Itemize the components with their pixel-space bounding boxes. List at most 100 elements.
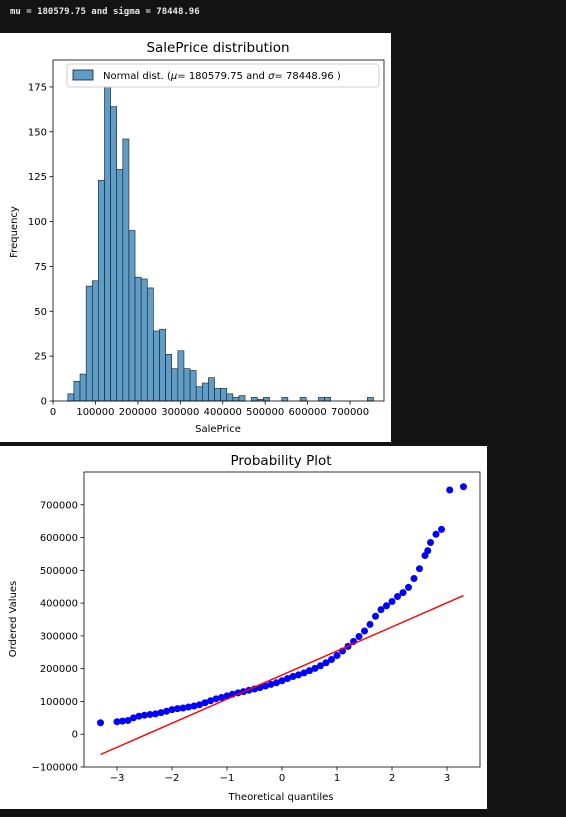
probability-plot-x-tick-label: 0 [279, 773, 285, 784]
probability-plot-chart-svg: Probability Plot Ordered Values Theoreti… [8, 453, 481, 803]
probability-plot-point [333, 652, 341, 660]
histogram-y-tick-label: 125 [28, 172, 47, 183]
histogram-axes: 0 100000 200000 300000 400000 500000 600000 700… [28, 59, 385, 418]
histogram-bar [208, 377, 215, 402]
probability-plot-point [446, 486, 454, 494]
histogram-bar [85, 285, 93, 402]
probability-plot-point [179, 704, 187, 712]
histogram-y-tick-label: 0 [41, 397, 47, 408]
probability-plot-point [405, 583, 412, 591]
legend-frame [66, 63, 380, 88]
histogram-chart-svg: SalePrice distribution Frequency SalePri… [9, 40, 385, 435]
histogram-bar [183, 368, 191, 402]
probability-plot-point [366, 620, 374, 628]
histogram-axes-frame [52, 59, 385, 402]
histogram-bar [250, 397, 258, 402]
histogram-bar [232, 397, 240, 402]
probability-plot-point [410, 575, 418, 583]
probability-plot-point [163, 707, 170, 715]
probability-plot-point [372, 612, 379, 620]
histogram-bar [195, 386, 203, 402]
probability-plot-point [119, 717, 126, 725]
probability-plot-point [190, 702, 198, 710]
histogram-bar [104, 79, 111, 402]
histogram-x-tick-label: 100000 [76, 407, 114, 418]
probability-plot-point [424, 547, 432, 555]
probability-plot-point [377, 606, 385, 614]
histogram-bar [238, 395, 246, 402]
console-output-line: mu = 180579.75 and sigma = 78448.96 [10, 7, 200, 17]
histogram-bar [98, 179, 105, 402]
histogram-bar [153, 330, 160, 402]
probability-plot-point [317, 662, 324, 670]
probability-plot-point [124, 716, 132, 724]
probability-plot-point [201, 699, 209, 707]
histogram-bar [281, 397, 289, 402]
histogram-x-tick-label: 0 [50, 407, 56, 418]
histogram-y-tick-label: 50 [34, 307, 47, 318]
probability-plot-x-tick-label: −2 [165, 773, 180, 784]
histogram-bar [110, 106, 118, 402]
probability-plot-point [383, 602, 390, 610]
probability-plot-point [113, 718, 121, 726]
probability-plot-fit-line [100, 594, 464, 756]
histogram-bar [128, 230, 136, 402]
probability-plot-point [174, 705, 181, 713]
probability-plot-y-tick-label: 500000 [40, 566, 78, 577]
histogram-bar [165, 354, 173, 402]
probability-plot-point [300, 669, 308, 677]
histogram-bar [220, 388, 228, 402]
probability-plot-y-axis-label: Ordered Values [8, 581, 19, 658]
probability-plot-point [135, 712, 143, 720]
histogram-bar [159, 328, 166, 402]
probability-plot-point [438, 525, 445, 533]
histogram-bar [73, 380, 81, 402]
histogram-bar [367, 397, 374, 402]
probability-plot-x-tick-label: 3 [444, 773, 450, 784]
histogram-bars [67, 79, 374, 402]
histogram-x-tick-label: 700000 [331, 407, 369, 418]
histogram-y-tick-label: 75 [34, 262, 47, 273]
histogram-x-tick-label: 500000 [246, 407, 284, 418]
probability-plot-y-tick-label: 400000 [40, 599, 78, 610]
probability-plot-point [97, 719, 104, 727]
probability-plot-point [306, 667, 313, 675]
histogram-bar [140, 278, 148, 402]
probability-plot-point [207, 697, 214, 705]
histogram-bar [324, 397, 331, 402]
histogram-bar [79, 373, 87, 402]
probability-plot-point [278, 677, 286, 685]
probability-plot-point [284, 675, 291, 682]
histogram-bar [177, 350, 185, 402]
probability-plot-x-tick-label: −1 [220, 773, 235, 784]
legend-text-part: Normal dist. ( [103, 71, 171, 82]
probability-plot-point [273, 679, 280, 687]
probability-plot-axes: −3 −2 −1 0 1 2 3 −100000 0 100000 200000 300000 4000… [31, 471, 481, 784]
histogram-bar [263, 397, 270, 402]
probability-plot-y-tick-label: −100000 [31, 763, 78, 774]
histogram-x-tick-label: 600000 [289, 407, 327, 418]
probability-plot-point [212, 695, 220, 703]
probability-plot-y-tick-label: 600000 [40, 533, 78, 544]
probability-plot-y-tick-label: 700000 [40, 500, 78, 511]
probability-plot-point [322, 659, 330, 667]
histogram-bar [116, 169, 124, 402]
probability-plot-point [185, 703, 192, 711]
probability-plot-point [460, 483, 467, 491]
probability-plot-point [152, 710, 159, 718]
probability-plot-point [311, 664, 319, 672]
histogram-bar [214, 388, 221, 402]
probability-plot-point [196, 701, 203, 709]
legend-text-part: σ [268, 71, 275, 82]
probability-plot-x-tick-label: 2 [389, 773, 395, 784]
histogram-y-tick-label: 150 [28, 127, 47, 138]
probability-plot-point [218, 694, 225, 702]
probability-plot-y-tick-label: 100000 [40, 697, 78, 708]
probability-plot-point [146, 711, 154, 719]
legend-text-part: = 180579.75 and [177, 71, 268, 82]
probability-plot-point [168, 706, 176, 714]
legend-swatch [72, 69, 94, 81]
probability-plot-point [427, 538, 434, 546]
histogram-bar [67, 393, 75, 402]
probability-plot-point [328, 655, 335, 663]
